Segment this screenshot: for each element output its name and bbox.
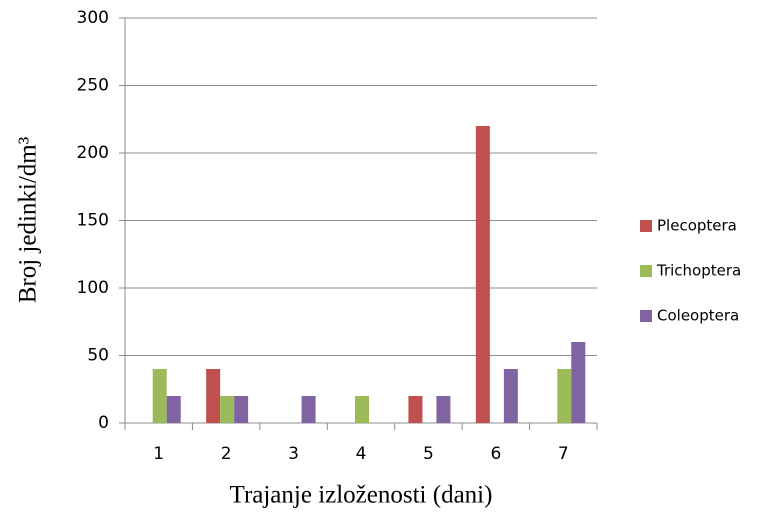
x-tick-label: 6 <box>490 444 501 464</box>
bar <box>234 396 249 423</box>
legend-swatch <box>640 265 652 277</box>
x-tick-label: 1 <box>153 444 164 464</box>
x-tick-label: 3 <box>288 444 299 464</box>
y-axis-title: Broj jedinki/dm³ <box>15 136 42 303</box>
x-tick-label: 7 <box>558 444 569 464</box>
bar <box>220 396 235 423</box>
y-tick-label: 300 <box>77 8 109 28</box>
bar <box>503 369 518 423</box>
y-tick-label: 50 <box>87 346 109 366</box>
legend-label: Plecoptera <box>657 217 737 235</box>
legend-swatch <box>640 220 652 232</box>
bar <box>166 396 181 423</box>
bar <box>408 396 423 423</box>
x-tick-label: 4 <box>356 444 367 464</box>
legend-label: Coleoptera <box>657 307 739 325</box>
x-axis-title: Trajanje izloženosti (dani) <box>230 482 493 509</box>
y-tick-label: 200 <box>77 143 109 163</box>
bar <box>355 396 369 423</box>
bar <box>436 396 451 423</box>
y-tick-label: 0 <box>98 413 109 433</box>
x-tick-label: 5 <box>423 444 434 464</box>
x-tick-label: 2 <box>221 444 232 464</box>
bar <box>475 126 490 423</box>
y-tick-label: 250 <box>77 76 109 96</box>
bar <box>571 342 586 423</box>
bar <box>152 369 167 423</box>
y-tick-label: 150 <box>77 211 109 231</box>
bar <box>301 396 316 423</box>
bar <box>206 369 221 423</box>
y-tick-label: 100 <box>77 278 109 298</box>
legend-swatch <box>640 310 652 322</box>
bar <box>557 369 572 423</box>
legend-label: Trichoptera <box>656 262 741 280</box>
